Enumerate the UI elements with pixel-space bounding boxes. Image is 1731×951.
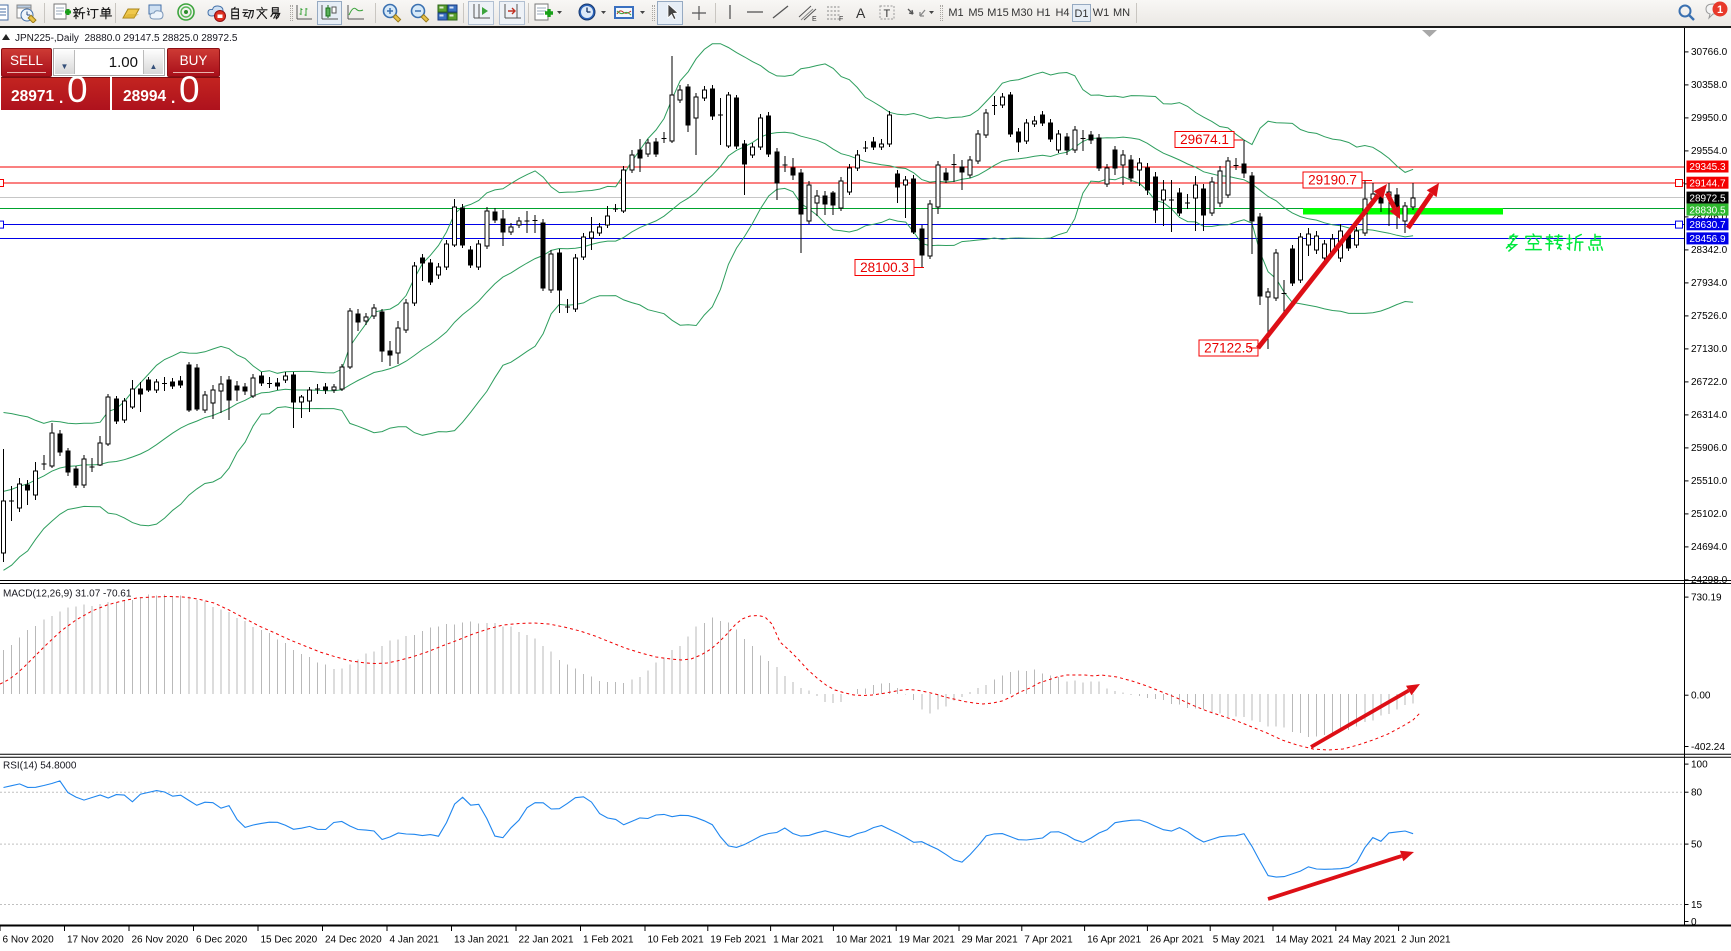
svg-text:28342.0: 28342.0 bbox=[1691, 245, 1728, 256]
svg-text:26722.0: 26722.0 bbox=[1691, 377, 1728, 388]
svg-text:-402.24: -402.24 bbox=[1691, 742, 1725, 753]
svg-text:1 Mar 2021: 1 Mar 2021 bbox=[773, 935, 824, 946]
svg-text:29554.0: 29554.0 bbox=[1691, 146, 1728, 157]
svg-text:17 Nov 2020: 17 Nov 2020 bbox=[67, 935, 124, 946]
svg-text:27130.0: 27130.0 bbox=[1691, 344, 1728, 355]
svg-text:28830.5: 28830.5 bbox=[1689, 205, 1726, 216]
svg-text:730.19: 730.19 bbox=[1691, 592, 1722, 603]
svg-text:28456.9: 28456.9 bbox=[1689, 234, 1726, 245]
svg-text:JPN225-,Daily 28880.0 29147.5: JPN225-,Daily 28880.0 29147.5 28825.0 28… bbox=[15, 33, 238, 44]
svg-text:29950.0: 29950.0 bbox=[1691, 113, 1728, 124]
svg-text:30766.0: 30766.0 bbox=[1691, 47, 1728, 58]
svg-text:F: F bbox=[839, 16, 843, 23]
svg-text:5 May 2021: 5 May 2021 bbox=[1213, 935, 1266, 946]
svg-text:4 Jan 2021: 4 Jan 2021 bbox=[390, 935, 440, 946]
svg-text:29674.1: 29674.1 bbox=[1180, 132, 1229, 147]
svg-text:13 Jan 2021: 13 Jan 2021 bbox=[454, 935, 509, 946]
svg-text:24 May 2021: 24 May 2021 bbox=[1338, 935, 1396, 946]
svg-text:29345.3: 29345.3 bbox=[1689, 162, 1726, 173]
svg-text:15 Dec 2020: 15 Dec 2020 bbox=[261, 935, 318, 946]
svg-text:25510.0: 25510.0 bbox=[1691, 476, 1728, 487]
svg-text:28630.7: 28630.7 bbox=[1689, 220, 1726, 231]
svg-text:24298.0: 24298.0 bbox=[1691, 575, 1728, 586]
svg-text:1 Feb 2021: 1 Feb 2021 bbox=[583, 935, 634, 946]
svg-text:26 Nov 2020: 26 Nov 2020 bbox=[132, 935, 189, 946]
svg-text:28746.0: 28746.0 bbox=[1691, 212, 1728, 223]
svg-text:50: 50 bbox=[1691, 839, 1703, 850]
svg-text:25102.0: 25102.0 bbox=[1691, 509, 1728, 520]
svg-text:25906.0: 25906.0 bbox=[1691, 443, 1728, 454]
svg-text:26 Apr 2021: 26 Apr 2021 bbox=[1150, 935, 1204, 946]
svg-text:22 Jan 2021: 22 Jan 2021 bbox=[519, 935, 574, 946]
svg-text:19 Mar 2021: 19 Mar 2021 bbox=[899, 935, 956, 946]
svg-text:16 Apr 2021: 16 Apr 2021 bbox=[1087, 935, 1141, 946]
svg-text:28972.5: 28972.5 bbox=[1689, 193, 1726, 204]
svg-text:27526.0: 27526.0 bbox=[1691, 311, 1728, 322]
svg-text:19 Feb 2021: 19 Feb 2021 bbox=[710, 935, 767, 946]
svg-text:0.00: 0.00 bbox=[1691, 691, 1711, 702]
svg-text:MACD(12,26,9) 31.07 -70.61: MACD(12,26,9) 31.07 -70.61 bbox=[3, 589, 132, 600]
svg-text:26314.0: 26314.0 bbox=[1691, 410, 1728, 421]
svg-text:E: E bbox=[812, 16, 817, 23]
svg-text:6 Nov 2020: 6 Nov 2020 bbox=[3, 935, 55, 946]
svg-text:100: 100 bbox=[1691, 759, 1708, 770]
svg-text:10 Mar 2021: 10 Mar 2021 bbox=[836, 935, 893, 946]
svg-text:A: A bbox=[856, 5, 866, 21]
svg-text:14 May 2021: 14 May 2021 bbox=[1276, 935, 1334, 946]
svg-text:27934.0: 27934.0 bbox=[1691, 278, 1728, 289]
svg-text:1: 1 bbox=[1717, 4, 1723, 16]
svg-text:0: 0 bbox=[1691, 917, 1697, 928]
svg-text:10 Feb 2021: 10 Feb 2021 bbox=[648, 935, 705, 946]
svg-text:27122.5: 27122.5 bbox=[1204, 341, 1253, 356]
svg-text:15: 15 bbox=[1691, 900, 1703, 911]
svg-text:29190.7: 29190.7 bbox=[1308, 173, 1357, 188]
svg-text:28100.3: 28100.3 bbox=[860, 260, 909, 275]
svg-text:30358.0: 30358.0 bbox=[1691, 80, 1728, 91]
svg-text:29 Mar 2021: 29 Mar 2021 bbox=[962, 935, 1019, 946]
svg-text:7 Apr 2021: 7 Apr 2021 bbox=[1024, 935, 1073, 946]
svg-text:6 Dec 2020: 6 Dec 2020 bbox=[196, 935, 248, 946]
svg-text:24694.0: 24694.0 bbox=[1691, 542, 1728, 553]
svg-text:29144.7: 29144.7 bbox=[1689, 178, 1726, 189]
svg-text:2 Jun 2021: 2 Jun 2021 bbox=[1401, 935, 1451, 946]
svg-text:T: T bbox=[884, 8, 891, 20]
svg-text:RSI(14) 54.8000: RSI(14) 54.8000 bbox=[3, 761, 77, 772]
svg-text:24 Dec 2020: 24 Dec 2020 bbox=[325, 935, 382, 946]
svg-text:80: 80 bbox=[1691, 788, 1703, 799]
